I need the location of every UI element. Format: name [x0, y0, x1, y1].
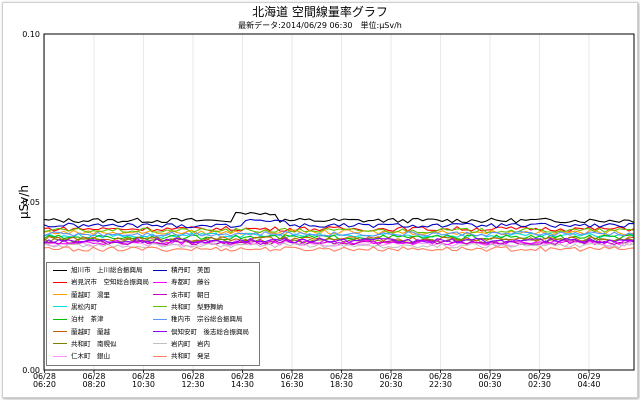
legend-swatch — [153, 306, 167, 308]
legend-label: 積丹町 美国 — [171, 266, 210, 274]
series-line — [43, 211, 635, 224]
legend-label: 共和町 南幌似 — [71, 339, 117, 348]
legend-entry: 岩内町 岩内 — [153, 338, 210, 350]
legend-swatch — [153, 318, 167, 320]
legend-entry: 蘭越町 蘭越 — [53, 326, 110, 338]
legend-swatch — [53, 318, 67, 320]
x-tick-label: 20:30 — [379, 380, 402, 389]
x-tick-label: 10:30 — [132, 380, 155, 389]
legend-entry: 旭川市 上川総合振興局 — [53, 264, 143, 276]
x-tick-label: 18:30 — [330, 380, 353, 389]
legend-swatch — [53, 281, 67, 283]
legend-entry: 共和町 南幌似 — [53, 338, 117, 350]
legend-swatch — [153, 269, 167, 271]
x-tick-label: 06/28 — [379, 372, 402, 381]
y-tick-labels: 0.00 0.05 0.10 — [22, 30, 40, 375]
legend-label: 共和町 梨野舞納 — [171, 302, 223, 311]
legend-label: 旭川市 上川総合振興局 — [71, 266, 143, 274]
legend-swatch — [53, 355, 67, 357]
x-tick-label: 06:20 — [33, 380, 56, 389]
series-line — [43, 242, 635, 249]
legend-label: 稚内市 宗谷総合振興局 — [171, 315, 243, 324]
series-line — [43, 246, 635, 253]
legend-entry: 積丹町 美国 — [153, 264, 210, 276]
legend-swatch — [53, 331, 67, 332]
legend-entry: 余市町 朝日 — [153, 289, 210, 301]
y-tick-label: 0.10 — [22, 30, 40, 39]
y-tick-label: 0.00 — [22, 366, 40, 375]
legend-label: 倶知安町 後志総合振興局 — [171, 327, 249, 336]
legend-label: 蘭越町 湯里 — [71, 290, 110, 299]
legend-label: 共和町 発足 — [171, 352, 210, 361]
x-tick-label: 22:30 — [429, 380, 452, 389]
legend-label: 岩見沢市 空知総合振興局 — [71, 278, 149, 287]
legend-label: 岩内町 岩内 — [171, 339, 210, 348]
legend-label: 余市町 朝日 — [171, 290, 210, 299]
legend-swatch — [153, 355, 167, 357]
x-tick-label: 06/28 — [33, 372, 56, 381]
legend-entry: 共和町 発足 — [153, 350, 210, 362]
legend-label: 黒松内町 — [71, 302, 97, 311]
x-tick-label: 12:30 — [181, 380, 204, 389]
x-tick-label: 16:30 — [280, 380, 303, 389]
legend-label: 泊村 茶津 — [71, 315, 104, 324]
plot-border — [43, 33, 635, 371]
series-line — [43, 237, 635, 244]
x-tick-label: 06/28 — [330, 372, 353, 381]
legend-entry: 仁木町 銀山 — [53, 350, 110, 362]
legend-swatch — [53, 343, 67, 345]
x-tick-label: 06/28 — [181, 372, 204, 381]
x-tick-label: 06/29 — [577, 372, 600, 381]
x-tick-label: 06/29 — [478, 372, 501, 381]
series-line — [43, 230, 635, 237]
chart-title: 北海道 空間線量率グラフ — [252, 5, 388, 19]
series-lines — [43, 211, 635, 253]
x-tick-label: 14:30 — [231, 380, 254, 389]
x-tick-label: 06/28 — [231, 372, 254, 381]
series-line — [43, 227, 635, 234]
y-tick-label: 0.05 — [22, 198, 40, 207]
legend-entry: 寿都町 藤谷 — [153, 276, 210, 288]
x-tick-label: 06/28 — [82, 372, 105, 381]
legend-entry: 倶知安町 後志総合振興局 — [153, 326, 249, 338]
legend-entry: 岩見沢市 空知総合振興局 — [53, 276, 149, 288]
series-line — [43, 239, 634, 246]
legend-entry: 共和町 梨野舞納 — [153, 301, 223, 313]
x-tick-label: 04:40 — [577, 380, 600, 389]
legend-entry: 泊村 茶津 — [53, 313, 104, 325]
legend-swatch — [153, 281, 167, 283]
legend-swatch — [153, 294, 167, 296]
series-line — [43, 218, 635, 229]
legend-entry: 稚内市 宗谷総合振興局 — [153, 313, 243, 325]
x-tick-label: 00:30 — [478, 380, 501, 389]
legend-label: 寿都町 藤谷 — [171, 278, 210, 287]
chart-subtitle: 最新データ:2014/06/29 06:30 単位:μSv/h — [238, 21, 402, 30]
legend-swatch — [153, 331, 167, 332]
legend-swatch — [53, 269, 67, 271]
legend: 旭川市 上川総合振興局 岩見沢市 空知総合振興局 蘭越町 湯里 黒松内町泊村 茶津蘭越… — [46, 262, 260, 366]
legend-swatch — [53, 294, 67, 296]
legend-swatch — [153, 343, 167, 345]
legend-swatch — [53, 306, 67, 308]
legend-label: 仁木町 銀山 — [71, 352, 110, 361]
legend-entry: 黒松内町 — [53, 301, 97, 313]
x-tick-label: 02:30 — [528, 380, 551, 389]
legend-entry: 蘭越町 湯里 — [53, 289, 110, 301]
x-tick-label: 06/28 — [132, 372, 155, 381]
x-tick-label: 06/28 — [429, 372, 452, 381]
x-tick-label: 08:20 — [82, 380, 105, 389]
x-tick-label: 06/28 — [280, 372, 303, 381]
x-tick-label: 06/29 — [528, 372, 551, 381]
legend-label: 蘭越町 蘭越 — [71, 327, 110, 336]
x-tick-labels: 06/2806:2006/2808:2006/2810:3006/2812:30… — [33, 372, 601, 389]
